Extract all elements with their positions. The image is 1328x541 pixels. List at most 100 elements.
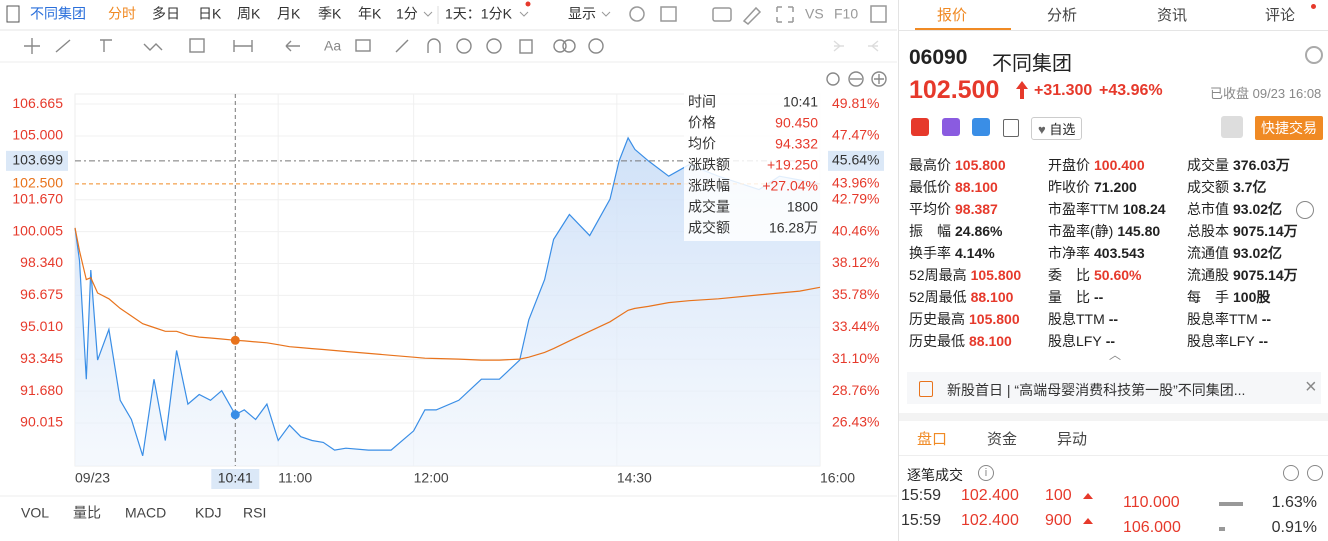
indicator-tab[interactable]: MACD: [125, 505, 166, 521]
period-tab[interactable]: 月K: [277, 6, 301, 22]
crosshair-x-label-bg: [211, 469, 260, 489]
book-tab[interactable]: 资金: [987, 431, 1018, 448]
stat-value: 93.02亿: [1233, 201, 1283, 217]
sidebar-icon[interactable]: [870, 5, 887, 23]
tooltip-label: 成交量: [688, 199, 730, 215]
period-tab[interactable]: 日K: [198, 6, 222, 22]
zoom-out-icon[interactable]: [848, 71, 864, 87]
magnet-tool[interactable]: [427, 38, 441, 53]
range-select[interactable]: 1天：1分K: [445, 6, 513, 22]
tooltip-value: +27.04%: [762, 178, 818, 194]
stat-value: 88.100: [955, 179, 998, 195]
news-text[interactable]: 新股首日 | “高端母婴消费科技第一股”不同集团...: [947, 382, 1246, 398]
period-tab[interactable]: 多日: [152, 6, 180, 22]
stat-label: 昨收价: [1048, 179, 1090, 195]
news-icon: [919, 381, 933, 397]
news-bar[interactable]: [907, 372, 1321, 404]
f10-button[interactable]: F10: [834, 6, 858, 22]
settings-icon[interactable]: [1305, 46, 1323, 64]
trade-button[interactable]: 快捷交易: [1255, 116, 1323, 140]
line-tool[interactable]: [55, 39, 71, 53]
settings-icon[interactable]: [629, 6, 645, 22]
toolbar-icons: [629, 5, 887, 25]
y-tick-label: 91.680: [20, 382, 63, 398]
compare-button[interactable]: VS: [805, 6, 824, 22]
note-tool[interactable]: [355, 39, 371, 52]
more-icon[interactable]: [1296, 201, 1314, 219]
stat-value: 145.80: [1117, 223, 1161, 239]
more-icon[interactable]: [1283, 465, 1299, 481]
channel-tool[interactable]: [100, 39, 112, 52]
price-change-pct: +43.96%: [1099, 82, 1163, 99]
tab[interactable]: 报价: [937, 7, 968, 24]
measure-tool[interactable]: [233, 40, 253, 52]
stat-label: 最低价: [909, 179, 951, 195]
period-tab[interactable]: 年K: [358, 6, 382, 22]
indicator-tab[interactable]: RSI: [243, 505, 266, 521]
hide-tool[interactable]: [486, 38, 502, 54]
pen-icon[interactable]: [742, 6, 762, 25]
delete-tool[interactable]: [519, 39, 533, 54]
watch-button[interactable]: ♥ 自选: [1031, 117, 1083, 140]
trade-volume: 900: [1045, 512, 1072, 529]
alert-button[interactable]: [1221, 116, 1243, 138]
tooltip-label: 价格: [688, 115, 716, 131]
arrow-tool[interactable]: [285, 40, 300, 52]
stat-value: 403.543: [1094, 245, 1145, 261]
y-tick-label: 93.345: [20, 350, 63, 366]
trade-direction: [1083, 518, 1093, 524]
y-tick-label: 105.000: [12, 127, 63, 143]
tab[interactable]: 资讯: [1157, 7, 1188, 24]
redo[interactable]: [868, 40, 879, 52]
link-tool[interactable]: [562, 39, 576, 53]
face-icon[interactable]: [1307, 465, 1323, 481]
tool-settings[interactable]: [588, 38, 604, 54]
last-price: 102.500: [909, 76, 1000, 104]
reset-icon[interactable]: [826, 72, 840, 86]
info-icon[interactable]: i: [978, 465, 994, 481]
camera-icon[interactable]: [712, 7, 732, 22]
crosshair-label-bg: [6, 150, 68, 171]
box-icon[interactable]: [660, 6, 677, 22]
text-tool[interactable]: Aa: [324, 38, 341, 54]
period-tab[interactable]: 分时: [108, 6, 136, 22]
section-gap: [899, 413, 1328, 421]
tooltip-value: 16.28万: [769, 220, 818, 236]
display-menu[interactable]: 显示: [568, 6, 596, 22]
tab[interactable]: 评论: [1265, 7, 1296, 24]
doc-icon[interactable]: [1003, 119, 1019, 137]
trade-time: 15:59: [901, 512, 942, 529]
trade-price: 102.400: [961, 487, 1019, 504]
fib-tool[interactable]: [189, 38, 205, 53]
indicator-tab[interactable]: VOL: [21, 505, 49, 521]
stat-item: 流通值 93.02亿: [1187, 243, 1282, 263]
tab[interactable]: 分析: [1047, 7, 1078, 24]
tooltip-value: +19.250: [767, 157, 818, 173]
close-icon[interactable]: ×: [1305, 376, 1317, 398]
collapse-icon[interactable]: ︿: [1109, 348, 1122, 362]
period-tab[interactable]: 1分: [396, 6, 418, 22]
period-tab[interactable]: 季K: [318, 6, 342, 22]
stat-label: 流通股: [1187, 267, 1229, 283]
book-tab[interactable]: 异动: [1057, 431, 1088, 448]
trade-time: 15:59: [901, 487, 942, 504]
zoom-in-icon[interactable]: [871, 71, 887, 87]
stat-item: 振 幅 24.86%: [909, 221, 1002, 241]
book-tab[interactable]: 盘口: [917, 431, 948, 448]
sync-tool[interactable]: [456, 38, 472, 54]
badge-icon: [911, 118, 929, 136]
angle-tool[interactable]: [395, 39, 409, 53]
stat-item: 总股本 9075.14万: [1187, 221, 1298, 241]
indicator-tab[interactable]: KDJ: [195, 505, 221, 521]
period-tab[interactable]: 周K: [237, 6, 261, 22]
panel-icon[interactable]: [6, 5, 20, 23]
zoom-in-icon[interactable]: [874, 74, 884, 84]
undo[interactable]: [833, 40, 844, 52]
move-tool[interactable]: [24, 38, 40, 54]
wave-tool[interactable]: [143, 43, 163, 51]
level-bar: [1219, 527, 1225, 531]
expand-icon[interactable]: [776, 6, 794, 23]
indicator-tab[interactable]: 量比: [73, 505, 101, 521]
link-tool[interactable]: [553, 39, 567, 53]
y2-tick-label: 26.43%: [832, 414, 879, 430]
